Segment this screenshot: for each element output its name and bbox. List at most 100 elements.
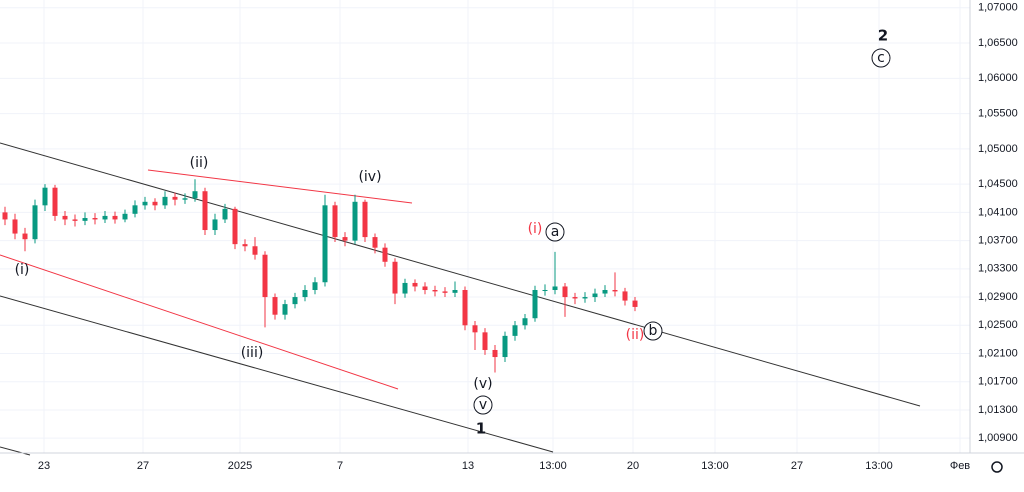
candle-body <box>442 291 448 293</box>
candle-body <box>32 205 38 240</box>
settings-button[interactable] <box>991 461 1003 473</box>
x-tick-label: 13:00 <box>865 460 893 472</box>
y-tick-label: 1,00900 <box>978 432 1018 444</box>
candle-body <box>282 304 288 315</box>
wave-label: 1 <box>476 420 486 438</box>
annotations: (ii) (iv) (i) (iii) (v) v 1 (i) a (ii) b… <box>15 27 891 438</box>
candle-body <box>72 219 78 221</box>
candle-body <box>492 349 498 358</box>
candle-body <box>272 297 278 315</box>
candle-body <box>522 318 528 326</box>
candle-body <box>622 291 628 301</box>
y-tick-label: 1,06500 <box>978 37 1018 49</box>
candle-body <box>22 233 28 240</box>
trend-line <box>0 446 31 456</box>
candle-body <box>482 332 488 350</box>
candle-body <box>412 282 418 287</box>
price-axis <box>970 0 1024 487</box>
candle-body <box>302 290 308 298</box>
y-tick-label: 1,01300 <box>978 404 1018 416</box>
x-tick-label: 27 <box>791 460 803 472</box>
y-tick-label: 1,02900 <box>978 291 1018 303</box>
candle-body <box>102 215 108 220</box>
wave-label: v <box>479 397 487 413</box>
candles <box>2 179 638 373</box>
candle-body <box>42 187 48 206</box>
wave-label: (iv) <box>358 169 381 185</box>
wave-circle <box>545 222 565 242</box>
candle-body <box>612 290 618 292</box>
candle-body <box>152 201 158 206</box>
y-tick-label: 1,05000 <box>978 143 1018 155</box>
candle-body <box>262 254 268 298</box>
wave-label: b <box>649 323 658 339</box>
candle-body <box>342 237 348 241</box>
wave-label: (ii) <box>626 327 645 343</box>
trend-line <box>0 254 399 390</box>
x-tick-label: 7 <box>337 460 343 472</box>
candle-body <box>232 208 238 245</box>
candle-body <box>122 213 128 220</box>
x-tick-label: 20 <box>627 460 639 472</box>
candle-body <box>362 201 368 238</box>
wave-circle <box>473 395 493 415</box>
candle-body <box>252 246 258 255</box>
candle-body <box>532 290 538 319</box>
wave-label: c <box>877 50 885 66</box>
candle-body <box>592 293 598 298</box>
trend-line <box>0 295 554 453</box>
candle-body <box>562 286 568 298</box>
candle-body <box>312 282 318 291</box>
x-tick-label: 23 <box>38 460 50 472</box>
x-tick-label: 13 <box>462 460 474 472</box>
candle-body <box>502 335 508 358</box>
candle-body <box>392 261 398 294</box>
candle-body <box>472 325 478 333</box>
candle-body <box>332 205 338 238</box>
candle-body <box>382 247 388 262</box>
candle-body <box>242 244 248 247</box>
grid <box>0 0 970 453</box>
y-tick-label: 1,02100 <box>978 347 1018 359</box>
wave-label: (ii) <box>190 155 209 171</box>
x-tick-label: 13:00 <box>701 460 729 472</box>
candle-body <box>52 187 58 216</box>
candle-body <box>82 218 88 221</box>
candle-body <box>172 196 178 200</box>
candle-body <box>162 196 168 206</box>
y-tick-label: 1,04500 <box>978 178 1018 190</box>
candle-body <box>462 290 468 326</box>
candle-body <box>192 191 198 199</box>
candle-body <box>132 205 138 214</box>
y-tick-label: 1,06000 <box>978 72 1018 84</box>
candle-body <box>2 212 8 220</box>
x-tick-label: Фев <box>950 460 970 472</box>
candle-body <box>552 286 558 291</box>
wave-label: (i) <box>15 262 30 278</box>
candle-body <box>452 290 458 293</box>
candle-body <box>92 218 98 220</box>
wave-label: 2 <box>878 27 888 45</box>
candle-body <box>112 215 118 220</box>
candle-body <box>572 297 578 299</box>
candle-body <box>222 208 228 220</box>
candle-body <box>142 201 148 206</box>
trend-line <box>147 169 413 204</box>
settings-icon[interactable] <box>991 461 1003 473</box>
y-tick-label: 1,03700 <box>978 235 1018 247</box>
wave-circle <box>871 48 891 68</box>
trend-line <box>0 142 921 407</box>
y-tick-label: 1,05500 <box>978 108 1018 120</box>
candle-body <box>62 215 68 220</box>
x-tick-label: 27 <box>137 460 149 472</box>
wave-label: (v) <box>473 376 492 392</box>
candle-body <box>202 191 208 231</box>
candle-body <box>632 300 638 307</box>
x-tick-label: 2025 <box>228 460 252 472</box>
candle-body <box>12 219 18 234</box>
y-tick-label: 1,03300 <box>978 263 1018 275</box>
wave-label: (iii) <box>241 345 264 361</box>
candle-body <box>582 297 588 299</box>
candle-body <box>602 290 608 294</box>
